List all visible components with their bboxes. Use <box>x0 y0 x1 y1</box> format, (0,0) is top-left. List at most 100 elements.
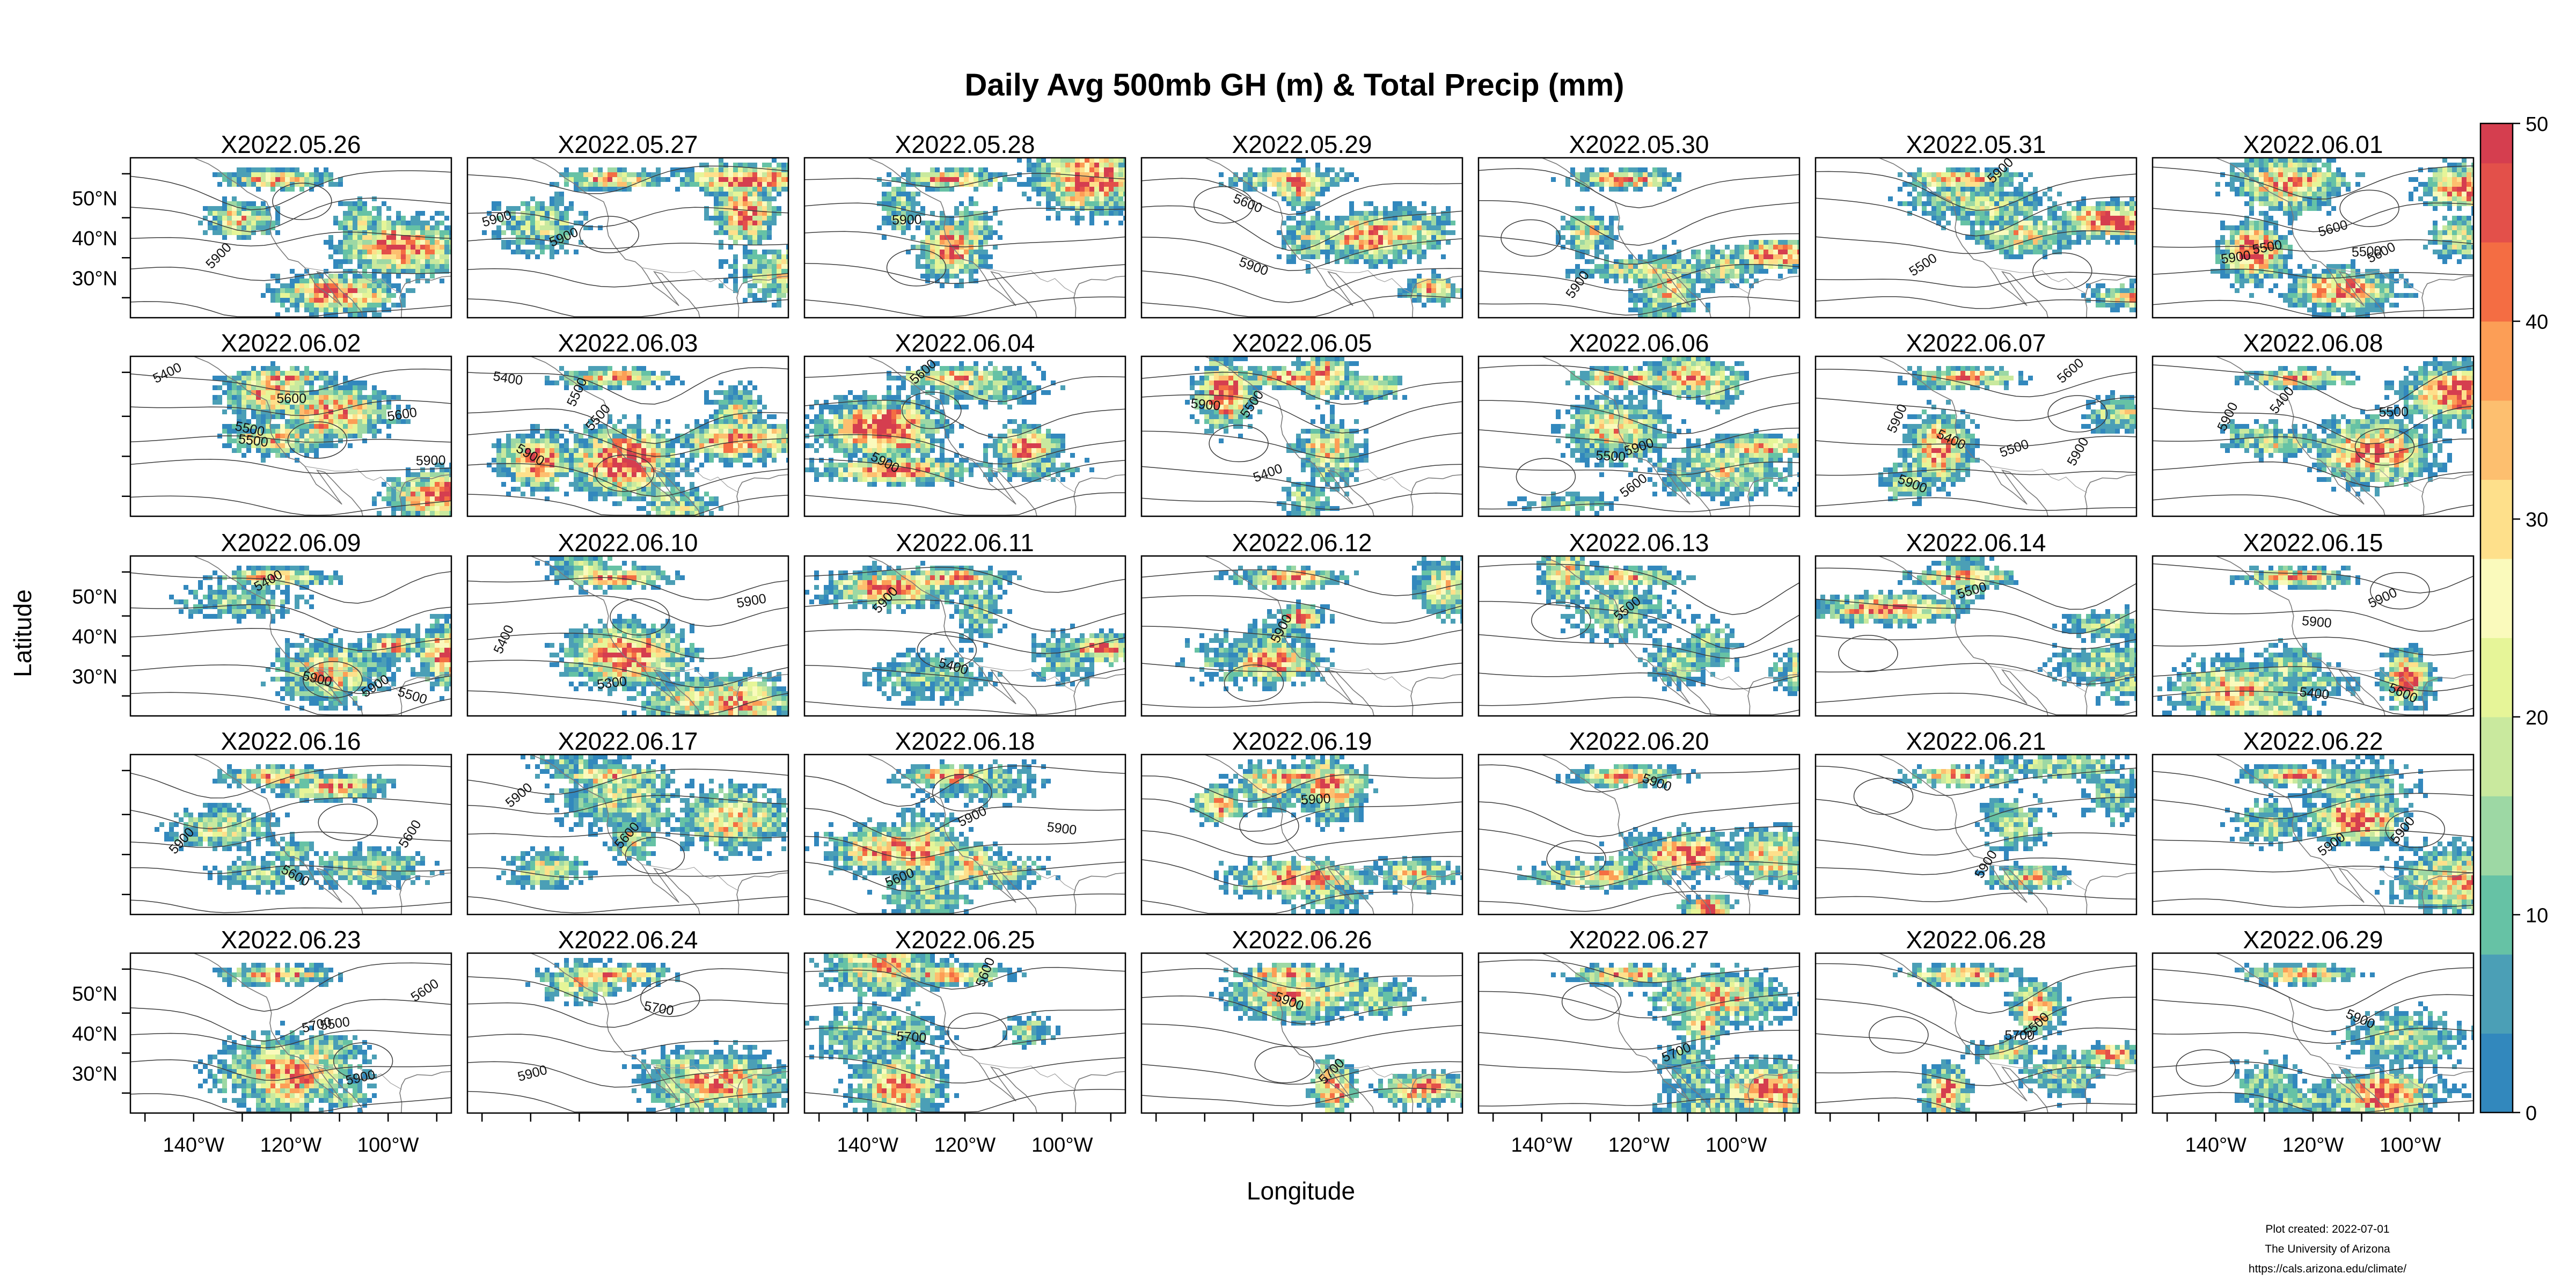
precip-cell <box>540 216 545 221</box>
precip-cell <box>1575 269 1580 274</box>
precip-cell <box>733 182 738 187</box>
precip-cell <box>612 172 617 177</box>
precip-cell <box>1888 196 1893 201</box>
precip-cell <box>251 400 256 405</box>
coastline <box>2084 275 2136 318</box>
precip-cell <box>2134 240 2136 245</box>
precip-cell <box>241 221 246 225</box>
precip-cell <box>2312 167 2317 172</box>
precip-cell <box>1272 192 1277 196</box>
precip-cell <box>1431 269 1436 274</box>
precip-cell <box>382 201 386 206</box>
precip-cell <box>925 254 930 259</box>
precip-cell <box>2076 206 2081 211</box>
precip-cell <box>896 225 901 230</box>
precip-cell <box>1720 259 1725 264</box>
precip-cell <box>748 250 752 254</box>
precip-cell <box>401 293 406 298</box>
precip-cell <box>1749 269 1754 274</box>
precip-cell <box>2452 172 2457 177</box>
precip-cell <box>2331 177 2336 182</box>
precip-cell <box>270 371 275 376</box>
precip-cell <box>266 221 270 225</box>
precip-cell <box>2302 158 2307 163</box>
precip-cell <box>1301 250 1306 254</box>
precip-cell <box>1599 167 1604 172</box>
precip-cell <box>367 221 372 225</box>
precip-cell <box>280 177 285 182</box>
precip-cell <box>1599 269 1604 274</box>
precip-cell <box>743 167 748 172</box>
precip-cell <box>2312 158 2317 163</box>
precip-cell <box>1340 230 1344 235</box>
precip-cell <box>2096 298 2101 303</box>
precip-cell <box>2278 158 2283 163</box>
precip-cell <box>1306 221 1311 225</box>
precip-cell <box>496 230 501 235</box>
precip-cell <box>2312 283 2317 288</box>
precip-cell <box>353 424 357 429</box>
precip-cell <box>1985 177 1989 182</box>
precip-cell <box>2264 196 2268 201</box>
precip-cell <box>704 187 709 192</box>
precip-cell <box>1575 206 1580 211</box>
precip-cell <box>372 390 377 395</box>
precip-cell <box>911 172 916 177</box>
precip-cell <box>1681 288 1686 293</box>
precip-cell <box>2220 225 2225 230</box>
precip-cell <box>1417 225 1422 230</box>
precip-cell <box>569 201 574 206</box>
precip-cell <box>1662 293 1667 298</box>
precip-cell <box>2240 274 2244 279</box>
precip-cell <box>2254 158 2259 163</box>
precip-cell <box>1951 182 1956 187</box>
precip-cell <box>2423 182 2428 187</box>
precip-cell <box>757 288 762 293</box>
precip-cell <box>290 434 295 438</box>
precip-cell <box>777 269 781 274</box>
precip-cell <box>1075 206 1080 211</box>
precip-cell <box>2091 211 2096 216</box>
precip-cell <box>1931 172 1936 177</box>
precip-cell <box>2302 279 2307 283</box>
precip-cell <box>2428 167 2433 172</box>
precip-cell <box>1296 187 1301 192</box>
precip-cell <box>762 259 767 264</box>
precip-cell <box>401 259 406 264</box>
precip-cell <box>2240 283 2244 288</box>
precip-cell <box>1999 250 2004 254</box>
precip-cell <box>1238 177 1243 182</box>
gh-contour <box>1816 230 2136 254</box>
precip-cell <box>367 264 372 269</box>
precip-cell <box>2268 240 2273 245</box>
precip-cell <box>435 230 440 235</box>
precip-cell <box>1643 167 1648 172</box>
precip-cell <box>411 225 415 230</box>
precip-cell <box>1614 172 1619 177</box>
precip-cell <box>2129 201 2134 206</box>
precip-cell <box>2389 274 2394 279</box>
precip-cell <box>2322 172 2326 177</box>
precip-cell <box>227 221 232 225</box>
precip-cell <box>241 405 246 409</box>
precip-cell <box>1585 259 1590 264</box>
precip-cell <box>901 182 906 187</box>
precip-cell <box>314 182 319 187</box>
precip-cell <box>386 245 391 250</box>
precip-cell <box>2018 211 2023 216</box>
precip-cell <box>1070 167 1075 172</box>
precip-cell <box>627 187 632 192</box>
precip-cell <box>285 371 290 376</box>
precip-cell <box>362 283 367 288</box>
precip-cell <box>978 167 983 172</box>
precip-cell <box>1604 177 1609 182</box>
precip-cell <box>723 211 728 216</box>
precip-cell <box>435 245 440 250</box>
precip-cell <box>603 182 608 187</box>
precip-cell <box>964 235 969 240</box>
precip-cell <box>2341 312 2346 317</box>
precip-cell <box>1022 182 1027 187</box>
precip-cell <box>1286 235 1291 240</box>
precip-cell <box>752 216 757 221</box>
precip-cell <box>1706 269 1710 274</box>
